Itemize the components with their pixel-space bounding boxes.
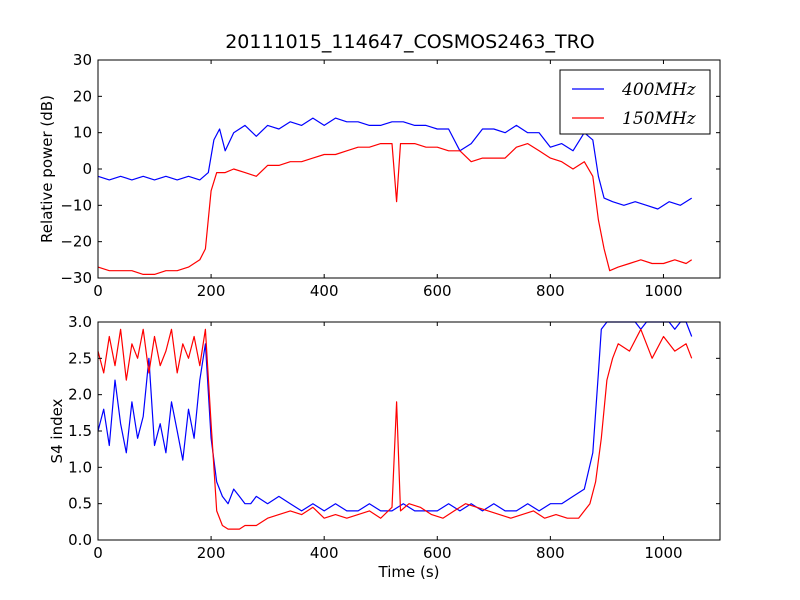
top-xtick-label: 0 <box>93 282 103 300</box>
bottom-ytick-label: 0.5 <box>68 495 92 513</box>
bottom-series-line-150mhz <box>97 328 693 530</box>
top-ylabel: Relative power (dB) <box>38 95 56 243</box>
top-series-lines <box>97 117 693 275</box>
bottom-ytick-label: 2.5 <box>68 349 92 367</box>
chart-title: 20111015_114647_COSMOS2463_TRO <box>225 31 595 53</box>
bottom-ytick-label: 0.0 <box>68 531 92 549</box>
top-xtick-label: 200 <box>197 282 226 300</box>
top-ytick-label: −30 <box>60 269 92 287</box>
top-ytick-label: 10 <box>73 124 92 142</box>
top-xtick-label: 1000 <box>644 282 682 300</box>
bottom-xtick-label: 1000 <box>644 544 682 562</box>
legend: 400MHz 150MHz <box>559 69 711 135</box>
top-ytick-label: 30 <box>73 51 92 69</box>
bottom-ytick-label: 3.0 <box>68 313 92 331</box>
top-ytick-label: 20 <box>73 87 92 105</box>
bottom-ytick-label: 1.5 <box>68 422 92 440</box>
legend-box <box>559 69 711 135</box>
bottom-xtick-label: 0 <box>93 544 103 562</box>
bottom-xtick-label: 800 <box>536 544 565 562</box>
top-panel: 0 200 400 600 800 1000 −30 −20 −10 0 10 20 30 Relati… <box>38 51 721 300</box>
bottom-xtick-label: 200 <box>197 544 226 562</box>
top-series-line-150mhz <box>97 143 693 275</box>
top-xtick-label: 600 <box>423 282 452 300</box>
top-ticks: 0 200 400 600 800 1000 −30 −20 −10 0 10 20 30 <box>60 51 720 300</box>
legend-label-400mhz: 400MHz <box>621 80 697 100</box>
top-ytick-label: −20 <box>60 233 92 251</box>
top-ytick-label: 0 <box>82 160 92 178</box>
bottom-xtick-label: 600 <box>423 544 452 562</box>
bottom-ytick-label: 1.0 <box>68 458 92 476</box>
top-series-line-400mhz <box>97 117 693 210</box>
bottom-ticks: 0 200 400 600 800 1000 0.0 0.5 1.0 1.5 2.0 2.5 3.0 <box>68 313 720 562</box>
bottom-xtick-label: 400 <box>310 544 339 562</box>
bottom-xlabel: Time (s) <box>378 563 440 581</box>
top-ytick-label: −10 <box>60 196 92 214</box>
bottom-ytick-label: 2.0 <box>68 386 92 404</box>
top-xtick-label: 400 <box>310 282 339 300</box>
legend-label-150mhz: 150MHz <box>622 109 697 129</box>
top-xtick-label: 800 <box>536 282 565 300</box>
bottom-ylabel: S4 index <box>48 398 66 463</box>
bottom-panel: 0 200 400 600 800 1000 0.0 0.5 1.0 1.5 2.0 2.5 3.0 S… <box>48 313 721 581</box>
